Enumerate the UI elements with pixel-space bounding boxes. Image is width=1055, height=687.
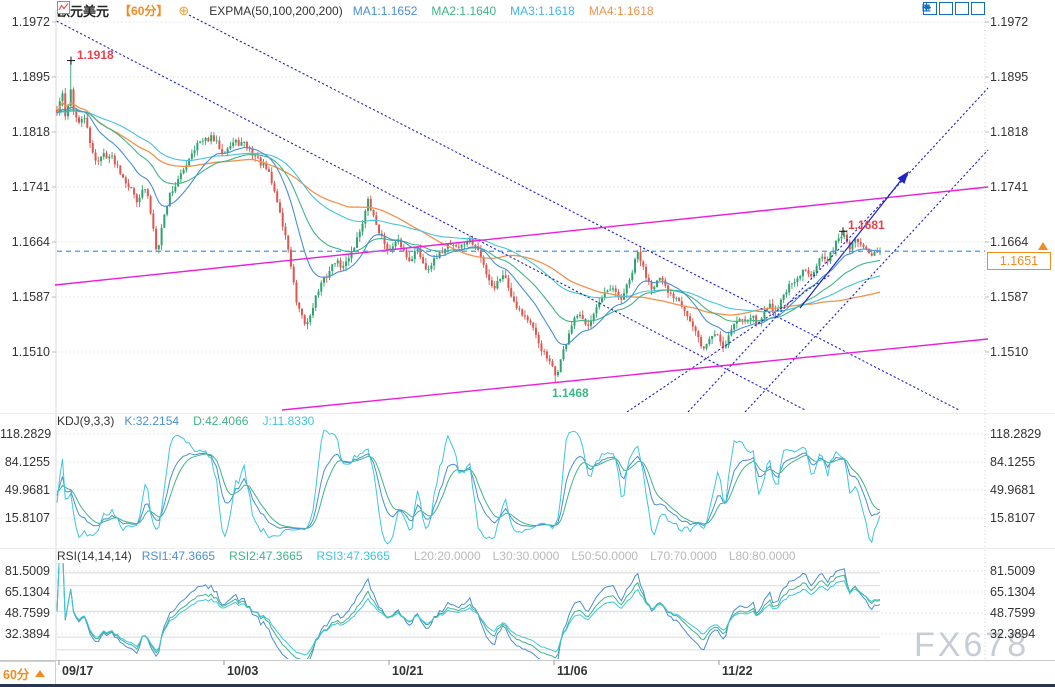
rsi-value: RSI1:47.3665 xyxy=(141,549,216,563)
rsi-layer xyxy=(56,563,881,659)
kdj-value: K:32.2154 xyxy=(124,414,180,428)
grid-layer xyxy=(0,10,1055,665)
rsi-values: RSI1:47.3665 RSI2:47.3665 RSI3:47.3665 xyxy=(142,549,404,563)
go-latest-icon[interactable] xyxy=(923,2,985,15)
kdj-header: KDJ(9,3,3) K:32.2154 D:42.4066 J:11.8330 xyxy=(57,414,338,428)
rsi-level: L70:70.0000 xyxy=(650,549,717,563)
timeframe-label[interactable]: 【60分】 xyxy=(119,4,169,18)
price-up-arrow-icon xyxy=(1038,242,1048,250)
main-header: 欧元美元 【60分】 ⊕ EXPMA(50,100,200,200) MA1:1… xyxy=(57,1,678,20)
rsi-level: L80:80.0000 xyxy=(728,549,796,563)
settings-icon[interactable]: ⊕ xyxy=(178,2,190,18)
rsi-levels: L20:20.0000 L30:30.0000 L50:50.0000 L70:70.… xyxy=(414,549,808,563)
rsi-header: RSI(14,14,14) RSI1:47.3665 RSI2:47.3665 RS… xyxy=(57,549,818,563)
rsi-value: RSI2:47.3665 xyxy=(229,549,303,563)
rsi-title[interactable]: RSI(14,14,14) xyxy=(57,549,132,563)
indicator-label[interactable]: EXPMA(50,100,200,200) xyxy=(209,3,343,18)
ma-value: MA4:1.1618 xyxy=(588,3,654,18)
ma-values: MA1:1.1652 MA2:1.1640 MA3:1.1618 MA4:1.1618 xyxy=(353,4,668,18)
timeframe-selector[interactable]: 60分 xyxy=(0,661,56,684)
chart-toolbar xyxy=(921,2,985,15)
kdj-title[interactable]: KDJ(9,3,3) xyxy=(57,414,115,428)
expma-layer xyxy=(56,101,881,345)
ma-value: MA1:1.1652 xyxy=(352,3,418,18)
current-price-value: 1.1651 xyxy=(999,254,1039,268)
dropdown-up-icon xyxy=(35,669,46,677)
kdj-values: K:32.2154 D:42.4066 J:11.8330 xyxy=(124,414,328,428)
ma-value: MA3:1.1618 xyxy=(510,3,575,18)
symbol-name[interactable]: 欧元美元 xyxy=(57,4,110,19)
trendline-layer[interactable] xyxy=(45,14,989,412)
kdj-layer xyxy=(56,429,881,545)
ma-value: MA2:1.1640 xyxy=(431,3,497,18)
rsi-level: L20:20.0000 xyxy=(413,549,481,563)
window-bottom-edge xyxy=(0,684,1055,687)
candlestick-layer xyxy=(56,60,881,382)
rsi-level: L30:30.0000 xyxy=(492,549,560,563)
rsi-value: RSI3:47.3665 xyxy=(316,549,390,563)
zoom-x-out-icon[interactable] xyxy=(922,2,969,15)
timeframe-selector-label: 60分 xyxy=(3,667,30,682)
current-price-tag: 1.1651 xyxy=(987,252,1051,270)
watermark: FX678 xyxy=(914,626,1030,664)
rsi-level: L50:50.0000 xyxy=(571,549,639,563)
kdj-value: J:11.8330 xyxy=(262,414,315,428)
kdj-value: D:42.4066 xyxy=(193,414,249,428)
zoom-x-in-icon[interactable] xyxy=(922,2,953,15)
